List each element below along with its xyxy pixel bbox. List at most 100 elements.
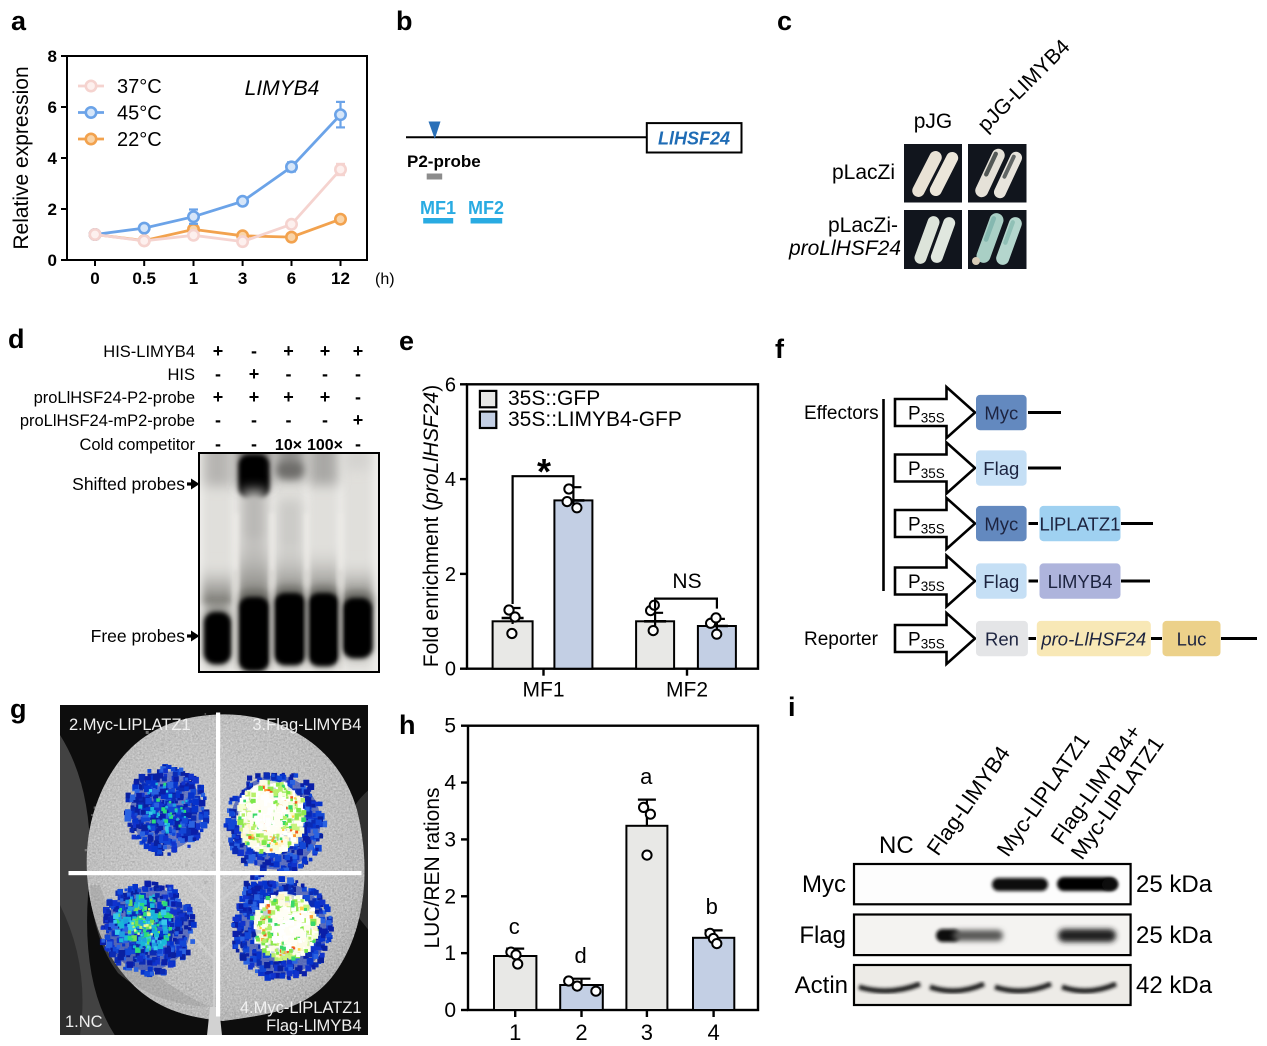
svg-text:+: + — [283, 341, 294, 361]
svg-text:2: 2 — [48, 200, 57, 219]
svg-text:pLacZi-: pLacZi- — [828, 214, 898, 237]
svg-text:0: 0 — [90, 269, 99, 288]
svg-text:12: 12 — [331, 269, 350, 288]
svg-text:-: - — [251, 341, 257, 361]
svg-text:d: d — [574, 943, 586, 968]
svg-text:0: 0 — [445, 659, 456, 681]
svg-text:100×: 100× — [307, 437, 343, 454]
svg-text:-: - — [355, 364, 361, 384]
svg-text:2: 2 — [445, 564, 456, 586]
svg-text:-: - — [286, 410, 292, 430]
svg-text:0: 0 — [444, 999, 456, 1022]
svg-text:6: 6 — [445, 374, 456, 396]
svg-text:proLlHSF24: proLlHSF24 — [788, 237, 901, 260]
svg-text:1.NC: 1.NC — [65, 1013, 103, 1031]
svg-text:5: 5 — [444, 715, 456, 738]
svg-text:0: 0 — [48, 251, 57, 270]
svg-text:+: + — [320, 387, 331, 407]
svg-text:2.Myc-LlPLATZ1: 2.Myc-LlPLATZ1 — [69, 716, 191, 734]
svg-text:Cold competitor: Cold competitor — [79, 436, 195, 454]
svg-text:10×: 10× — [275, 437, 302, 454]
svg-text:Myc: Myc — [984, 403, 1018, 424]
svg-text:+: + — [249, 364, 260, 384]
svg-text:Effectors: Effectors — [804, 403, 879, 424]
svg-text:+: + — [353, 410, 364, 430]
svg-text:6: 6 — [48, 98, 57, 117]
svg-text:45°C: 45°C — [117, 103, 162, 125]
svg-text:-: - — [251, 410, 257, 430]
svg-text:+: + — [283, 387, 294, 407]
svg-text:3.Flag-LlMYB4: 3.Flag-LlMYB4 — [252, 716, 361, 734]
svg-text:Luc: Luc — [1177, 629, 1207, 650]
svg-text:Myc: Myc — [984, 514, 1018, 535]
svg-text:LlPLATZ1: LlPLATZ1 — [1040, 514, 1121, 535]
svg-text:b: b — [706, 894, 718, 919]
svg-text:Flag: Flag — [983, 571, 1019, 592]
svg-text:22°C: 22°C — [117, 129, 162, 151]
svg-text:-: - — [251, 434, 257, 454]
svg-text:3: 3 — [444, 828, 456, 851]
svg-text:MF1: MF1 — [523, 679, 565, 702]
svg-text:Shifted probes: Shifted probes — [72, 474, 185, 494]
svg-text:2: 2 — [444, 885, 456, 908]
svg-text:pLacZi: pLacZi — [832, 161, 895, 184]
svg-text:4: 4 — [444, 772, 456, 795]
svg-text:3: 3 — [641, 1020, 653, 1045]
svg-text:+: + — [353, 341, 364, 361]
svg-text:HIS: HIS — [167, 366, 195, 384]
svg-text:pro-LlHSF24: pro-LlHSF24 — [1040, 629, 1146, 650]
svg-text:HIS-LIMYB4: HIS-LIMYB4 — [103, 343, 195, 361]
svg-text:Reporter: Reporter — [804, 629, 879, 650]
svg-text:1: 1 — [189, 269, 198, 288]
svg-text:4: 4 — [707, 1020, 719, 1045]
svg-text:37°C: 37°C — [117, 76, 162, 98]
svg-text:P2-probe: P2-probe — [407, 152, 481, 171]
svg-text:-: - — [286, 364, 292, 384]
svg-text:1: 1 — [444, 942, 456, 965]
svg-text:25 kDa: 25 kDa — [1136, 871, 1213, 898]
svg-text:8: 8 — [48, 47, 57, 66]
svg-text:pJG: pJG — [914, 110, 953, 133]
svg-text:Flag: Flag — [799, 922, 846, 949]
svg-text:4.Myc-LlPLATZ1: 4.Myc-LlPLATZ1 — [239, 999, 361, 1017]
svg-text:MF2: MF2 — [666, 679, 708, 702]
svg-text:6: 6 — [287, 269, 296, 288]
svg-text:NS: NS — [672, 570, 701, 593]
svg-text:-: - — [322, 410, 328, 430]
svg-text:NC: NC — [879, 832, 914, 859]
svg-text:proLlHSF24-mP2-probe: proLlHSF24-mP2-probe — [20, 412, 195, 430]
svg-text:Ren: Ren — [985, 629, 1019, 650]
svg-text:0.5: 0.5 — [132, 269, 156, 288]
svg-text:LlMYB4: LlMYB4 — [1048, 571, 1113, 592]
svg-text:Actin: Actin — [795, 972, 848, 999]
svg-text:42 kDa: 42 kDa — [1136, 972, 1213, 999]
svg-text:-: - — [215, 434, 221, 454]
svg-text:Free probes: Free probes — [91, 626, 186, 646]
svg-text:35S::LIMYB4-GFP: 35S::LIMYB4-GFP — [508, 408, 682, 431]
svg-text:4: 4 — [48, 149, 58, 168]
svg-text:c: c — [509, 914, 520, 939]
svg-text:Flag-LlMYB4: Flag-LlMYB4 — [266, 1017, 361, 1035]
svg-text:25 kDa: 25 kDa — [1136, 922, 1213, 949]
svg-text:+: + — [213, 341, 224, 361]
svg-text:proLlHSF24-P2-probe: proLlHSF24-P2-probe — [34, 389, 195, 407]
svg-text:2: 2 — [575, 1020, 587, 1045]
svg-text:MF1: MF1 — [420, 198, 456, 218]
svg-text:-: - — [215, 410, 221, 430]
svg-text:4: 4 — [445, 469, 456, 491]
svg-text:*: * — [537, 451, 551, 492]
svg-text:Myc: Myc — [802, 871, 846, 898]
svg-text:-: - — [355, 387, 361, 407]
svg-text:1: 1 — [509, 1020, 521, 1045]
svg-text:-: - — [322, 364, 328, 384]
svg-text:a: a — [640, 764, 653, 789]
svg-text:+: + — [213, 387, 224, 407]
svg-text:LIMYB4: LIMYB4 — [245, 77, 320, 100]
svg-text:Flag: Flag — [983, 458, 1019, 479]
svg-text:+: + — [249, 387, 260, 407]
svg-text:-: - — [215, 364, 221, 384]
svg-text:LlHSF24: LlHSF24 — [658, 129, 730, 149]
svg-text:(h): (h) — [375, 271, 395, 288]
svg-text:MF2: MF2 — [468, 198, 504, 218]
svg-text:-: - — [355, 434, 361, 454]
